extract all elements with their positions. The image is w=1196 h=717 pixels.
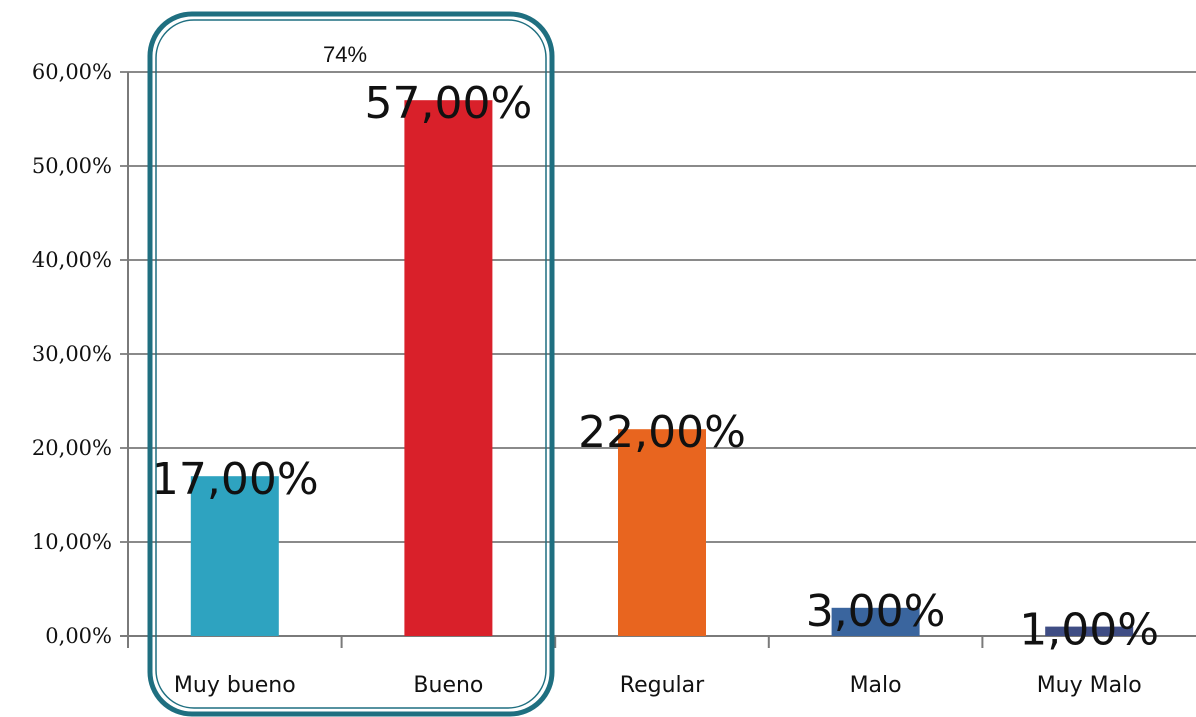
- x-category-label: Malo: [850, 673, 902, 698]
- bar-malo: [831, 607, 920, 636]
- y-axis-ticks: 0,00% 10,00% 20,00% 30,00% 40,00% 50,00% 60,00…: [32, 60, 112, 648]
- bars: [190, 100, 1134, 636]
- y-tick-label: 40,00%: [32, 248, 112, 272]
- bar-muy-malo: [1045, 626, 1134, 636]
- x-category-label: Regular: [620, 673, 705, 698]
- data-label: 22,00%: [578, 407, 746, 458]
- highlight-group: 74%: [147, 11, 555, 717]
- data-label: 1,00%: [1019, 605, 1159, 656]
- x-category-label: Muy Malo: [1037, 673, 1142, 698]
- highlight-annotation: 74%: [323, 42, 367, 67]
- highlight-box-inner: [155, 19, 547, 709]
- bar-bueno: [404, 100, 493, 636]
- highlight-box: [147, 11, 555, 717]
- y-tick-label: 20,00%: [32, 436, 112, 460]
- bar-regular: [618, 429, 706, 636]
- gridlines: [120, 71, 1196, 543]
- y-tick-label: 60,00%: [32, 60, 112, 84]
- y-tick-label: 10,00%: [32, 530, 112, 554]
- data-label: 3,00%: [806, 586, 946, 637]
- y-tick-label: 50,00%: [32, 154, 112, 178]
- x-axis-categories: Muy bueno Bueno Regular Malo Muy Malo: [174, 673, 1142, 698]
- data-labels: 17,00% 57,00% 22,00% 3,00% 1,00%: [151, 78, 1159, 655]
- x-category-label: Muy bueno: [174, 673, 296, 698]
- bar-muy-bueno: [190, 476, 279, 636]
- data-label: 57,00%: [365, 78, 533, 129]
- y-tick-label: 30,00%: [32, 342, 112, 366]
- data-label: 17,00%: [151, 454, 319, 505]
- x-category-label: Bueno: [413, 673, 483, 698]
- y-tick-label: 0,00%: [45, 624, 112, 648]
